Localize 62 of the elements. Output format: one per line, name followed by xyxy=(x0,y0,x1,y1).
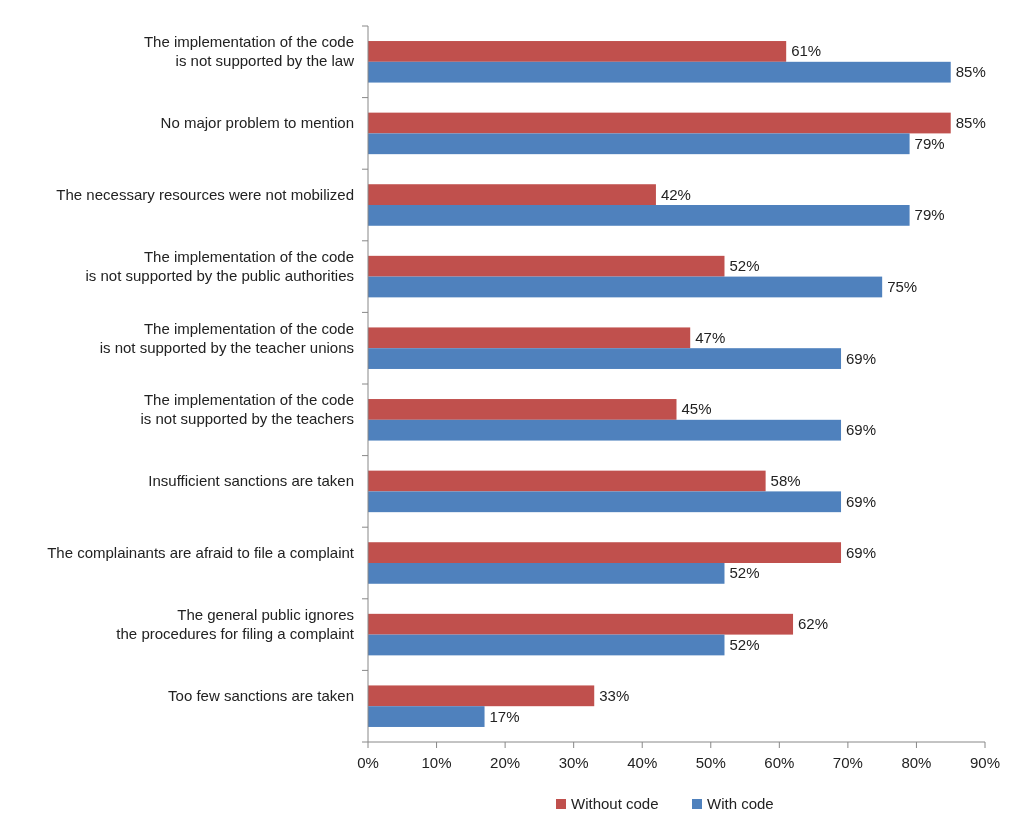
data-label: 79% xyxy=(914,134,945,152)
bar xyxy=(368,542,842,563)
data-label: 69% xyxy=(846,349,877,367)
bar xyxy=(368,327,691,349)
data-label: 62% xyxy=(798,615,829,633)
bar xyxy=(368,613,794,635)
y-tick-label: Insufficient sanctions are taken xyxy=(148,472,354,490)
bar xyxy=(368,184,656,205)
bar xyxy=(368,276,883,298)
bar xyxy=(368,706,485,727)
data-label: 52% xyxy=(729,257,760,275)
x-tick-label: 40% xyxy=(627,754,658,771)
bar xyxy=(368,61,951,83)
x-tick-label: 70% xyxy=(832,754,863,771)
data-label: 52% xyxy=(729,564,760,582)
bar xyxy=(368,348,842,369)
x-tick-label: 10% xyxy=(421,754,452,771)
bar xyxy=(368,634,725,656)
y-tick-label: The implementation of the code is not supported by the law xyxy=(143,33,355,70)
x-tick-label: 80% xyxy=(901,754,932,771)
y-tick-label: No major problem to mention xyxy=(160,114,354,132)
data-label: 17% xyxy=(489,707,520,725)
y-tick-label: The complainants are afraid to file a complaint xyxy=(47,543,355,561)
bar xyxy=(368,112,951,134)
x-tick-label: 90% xyxy=(969,754,1001,771)
data-label: 69% xyxy=(846,421,877,439)
bar xyxy=(368,470,766,492)
x-tick-label: 50% xyxy=(695,754,726,771)
y-tick-label: The general public ignores the procedures for filing a complaint xyxy=(116,606,355,643)
data-label: 47% xyxy=(695,328,726,346)
bar xyxy=(368,133,910,155)
bar xyxy=(368,255,725,277)
data-label: 58% xyxy=(770,472,801,490)
y-tick-label: Too few sanctions are taken xyxy=(168,687,354,705)
y-tick-label: The implementation of the code is not supported by the public authorities xyxy=(85,248,354,285)
legend-label: Without code xyxy=(571,795,659,812)
data-label: 42% xyxy=(660,185,691,203)
data-label: 61% xyxy=(791,42,822,60)
bar xyxy=(368,205,910,226)
x-tick-label: 20% xyxy=(490,754,521,771)
bar xyxy=(368,685,595,707)
x-tick-label: 30% xyxy=(558,754,589,771)
data-label: 52% xyxy=(729,635,760,653)
data-label: 79% xyxy=(914,206,945,224)
x-tick-label: 60% xyxy=(764,754,795,771)
y-tick-label: The necessary resources were not mobilized xyxy=(56,185,354,203)
legend-label: With code xyxy=(707,795,774,812)
bar xyxy=(368,399,677,420)
x-tick-label: 0% xyxy=(357,754,379,771)
bar xyxy=(368,41,787,62)
bar xyxy=(368,419,842,441)
y-tick-label: The implementation of the code is not supported by the teachers xyxy=(140,391,354,428)
bar xyxy=(368,491,842,513)
data-label: 69% xyxy=(846,492,877,510)
data-label: 75% xyxy=(887,277,918,295)
data-label: 69% xyxy=(846,543,877,561)
bar xyxy=(368,563,725,584)
data-label: 85% xyxy=(955,114,986,132)
data-label: 85% xyxy=(955,63,986,81)
y-tick-label: The implementation of the code is not supported by the teacher unions xyxy=(99,319,354,356)
data-label: 45% xyxy=(681,400,712,418)
data-label: 33% xyxy=(599,686,630,704)
